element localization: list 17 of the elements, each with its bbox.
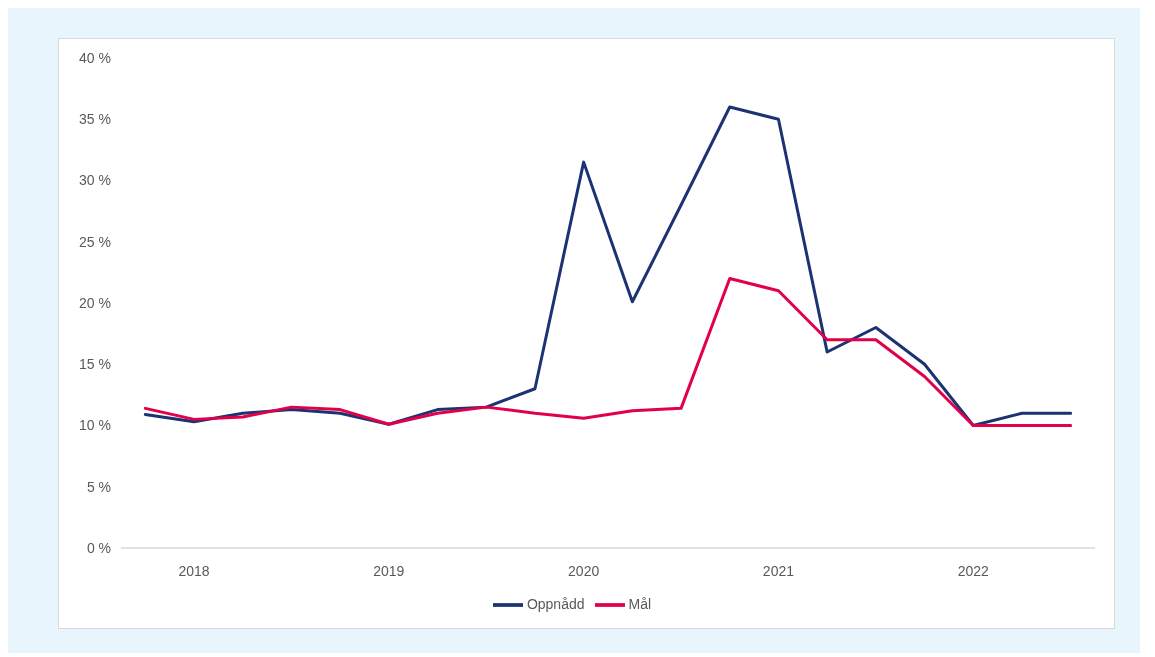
y-tick-label: 10 % — [79, 417, 111, 434]
y-tick-label: 15 % — [79, 356, 111, 373]
y-tick-label: 35 % — [79, 111, 111, 128]
x-tick-label: 2019 — [373, 562, 405, 579]
x-tick-label: 2022 — [957, 562, 990, 579]
x-tick-label: 2018 — [178, 562, 210, 579]
y-tick-label: 0 % — [86, 539, 111, 556]
y-tick-label: 20 % — [79, 294, 111, 311]
line-series — [143, 277, 1073, 427]
legend-label: Oppnådd — [526, 596, 585, 613]
y-tick-label: 25 % — [79, 233, 111, 250]
x-tick-label: 2020 — [568, 562, 600, 579]
y-tick-label: 30 % — [79, 172, 111, 189]
y-tick-label: 5 % — [86, 478, 111, 495]
y-tick-label: 40 % — [79, 49, 111, 66]
x-tick-label: 2021 — [762, 562, 795, 579]
legend-label: Mål — [628, 596, 652, 613]
